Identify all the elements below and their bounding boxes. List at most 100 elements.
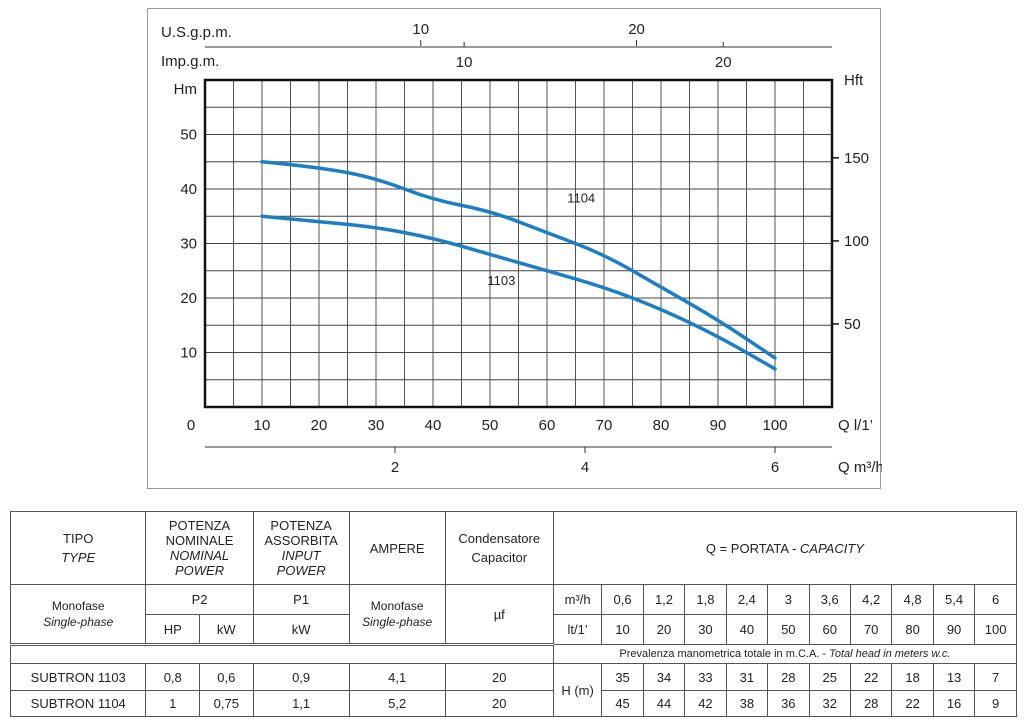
m3h-tick-label: 4 <box>581 459 589 476</box>
x-tick-label: 100 <box>762 417 787 434</box>
y-tick-label: 40 <box>180 181 197 198</box>
m3h-value: 3 <box>767 584 810 615</box>
head-value: 36 <box>767 690 810 717</box>
head-value: 42 <box>684 690 727 717</box>
ampere-monofase-cell: Monofase Single-phase <box>348 584 446 645</box>
y-axis-label-left: Hm <box>174 81 197 98</box>
head-value: 45 <box>601 690 644 717</box>
pot-nom-line2: NOMINALE <box>165 533 234 548</box>
lt-value: 30 <box>684 614 727 645</box>
pot-nom-it-line1: NOMINAL <box>169 548 230 563</box>
prevalenza-it-label: Total head in meters w.c. <box>829 648 951 660</box>
spec-table: TIPO TYPE POTENZA NOMINALE NOMINAL POWER… <box>9 511 1018 717</box>
x-axis-label: Q l/1’ <box>838 417 873 434</box>
head-value: 34 <box>642 663 686 691</box>
impgm-tick-label: 10 <box>456 54 473 71</box>
ft-tick-label: 100 <box>844 233 869 250</box>
head-value: 18 <box>891 663 934 691</box>
pot-ass-it-line1: INPUT <box>281 548 321 563</box>
y-axis-label-right: Hft <box>844 72 864 89</box>
usgpm-tick-label: 10 <box>412 21 429 38</box>
monofase-cell: Monofase Single-phase <box>9 584 147 645</box>
potenza-nominale-header: POTENZA NOMINALE NOMINAL POWER <box>145 511 254 585</box>
pot-nom-line1: POTENZA <box>168 518 231 533</box>
head-value: 38 <box>725 690 769 717</box>
ampere-single-phase-label: Single-phase <box>362 615 433 629</box>
uf-cell: µf <box>444 584 554 645</box>
head-value: 44 <box>642 690 686 717</box>
subheader-row-1: Monofase Single-phase P2 P1 Monofase Sin… <box>9 584 1017 645</box>
p1-kw-header: kW <box>252 614 350 645</box>
head-value: 7 <box>974 663 1017 691</box>
model-name: SUBTRON 1104 <box>9 690 147 717</box>
pot-ass-it-line2: POWER <box>276 563 326 578</box>
model-name: SUBTRON 1103 <box>9 663 147 691</box>
impgm-axis-label: Imp.g.m. <box>161 53 219 70</box>
chart-canvas: 0 10 20 30 40 50 60 70 80 90 100 Q l/1’ 10 20 30 40 50 Hm… <box>161 21 882 476</box>
head-value: 28 <box>767 663 810 691</box>
portata-label: Q = PORTATA - <box>705 540 800 556</box>
lt-value: 100 <box>974 614 1017 645</box>
series-label-1103: 1103 <box>487 273 515 288</box>
impgm-tick-label: 20 <box>715 54 732 71</box>
y-tick-label: 10 <box>180 345 197 362</box>
m3h-value: 1,2 <box>642 584 686 615</box>
m3h-value: 4,8 <box>891 584 934 615</box>
uf-value: 20 <box>444 690 554 717</box>
kw-header: kW <box>199 614 254 645</box>
prevalenza-row: Prevalenza manometrica totale in m.C.A. … <box>10 643 1018 664</box>
head-value: 22 <box>849 663 893 691</box>
portata-header: Q = PORTATA - CAPACITY <box>552 511 1018 585</box>
head-value: 32 <box>808 690 851 717</box>
uf-value: 20 <box>444 663 554 691</box>
x-tick-label: 80 <box>653 417 670 434</box>
x-tick-label: 30 <box>368 417 385 434</box>
lt-value: 70 <box>849 614 893 645</box>
m3h-value: 2,4 <box>725 584 769 615</box>
prevalenza-note: Prevalenza manometrica totale in m.C.A. … <box>552 644 1018 664</box>
hp-header: HP <box>145 614 201 645</box>
m3h-value: 6 <box>974 584 1017 615</box>
head-value: 13 <box>932 663 976 691</box>
m3h-value: 1,8 <box>684 584 727 615</box>
monofase-label: Monofase <box>51 599 105 613</box>
pot-nom-it-line2: POWER <box>174 563 225 578</box>
h-m-label: H (m) <box>552 663 603 717</box>
curve-1103 <box>260 214 777 371</box>
curve-1104 <box>260 160 777 360</box>
y-tick-label: 50 <box>180 127 197 144</box>
m3h-tick-label: 6 <box>771 459 779 476</box>
x-tick-label: 20 <box>311 417 328 434</box>
usgpm-tick-label: 20 <box>628 21 645 38</box>
lt-value: 60 <box>808 614 851 645</box>
table-row: SUBTRON 1104 1 0,75 1,1 5,2 20 45 44 42 … <box>9 690 1017 717</box>
ampere-monofase-label: Monofase <box>370 599 424 613</box>
head-value: 25 <box>808 663 851 691</box>
cond-line2: Capacitor <box>471 550 528 565</box>
prevalenza-spacer <box>10 643 554 664</box>
m3h-tick-label: 2 <box>391 459 399 476</box>
ampere-value: 5,2 <box>348 690 446 717</box>
head-value: 33 <box>684 663 727 691</box>
header-row: TIPO TYPE POTENZA NOMINALE NOMINAL POWER… <box>9 511 1018 585</box>
x-tick-label: 40 <box>425 417 442 434</box>
x-tick-label: 10 <box>254 417 271 434</box>
ft-tick-label: 150 <box>844 150 869 167</box>
kw-value: 0,6 <box>199 663 254 691</box>
m3h-value: 0,6 <box>601 584 644 615</box>
series-label-1104: 1104 <box>567 191 595 206</box>
head-value: 28 <box>849 690 893 717</box>
kw-value: 0,75 <box>199 690 254 717</box>
head-value: 31 <box>725 663 769 691</box>
lt-value: 80 <box>891 614 934 645</box>
tipo-label: TIPO <box>63 531 94 546</box>
lt-value: 20 <box>642 614 686 645</box>
prevalenza-label: Prevalenza manometrica totale in m.C.A. … <box>619 648 830 660</box>
x-tick-label: 60 <box>539 417 556 434</box>
lt-value: 50 <box>767 614 810 645</box>
y-tick-label: 20 <box>180 290 197 307</box>
ampere-value: 4,1 <box>348 663 446 691</box>
x-tick-label: 0 <box>187 417 195 434</box>
p1-value: 1,1 <box>252 690 350 717</box>
m3h-label-cell: m³/h <box>552 584 603 615</box>
